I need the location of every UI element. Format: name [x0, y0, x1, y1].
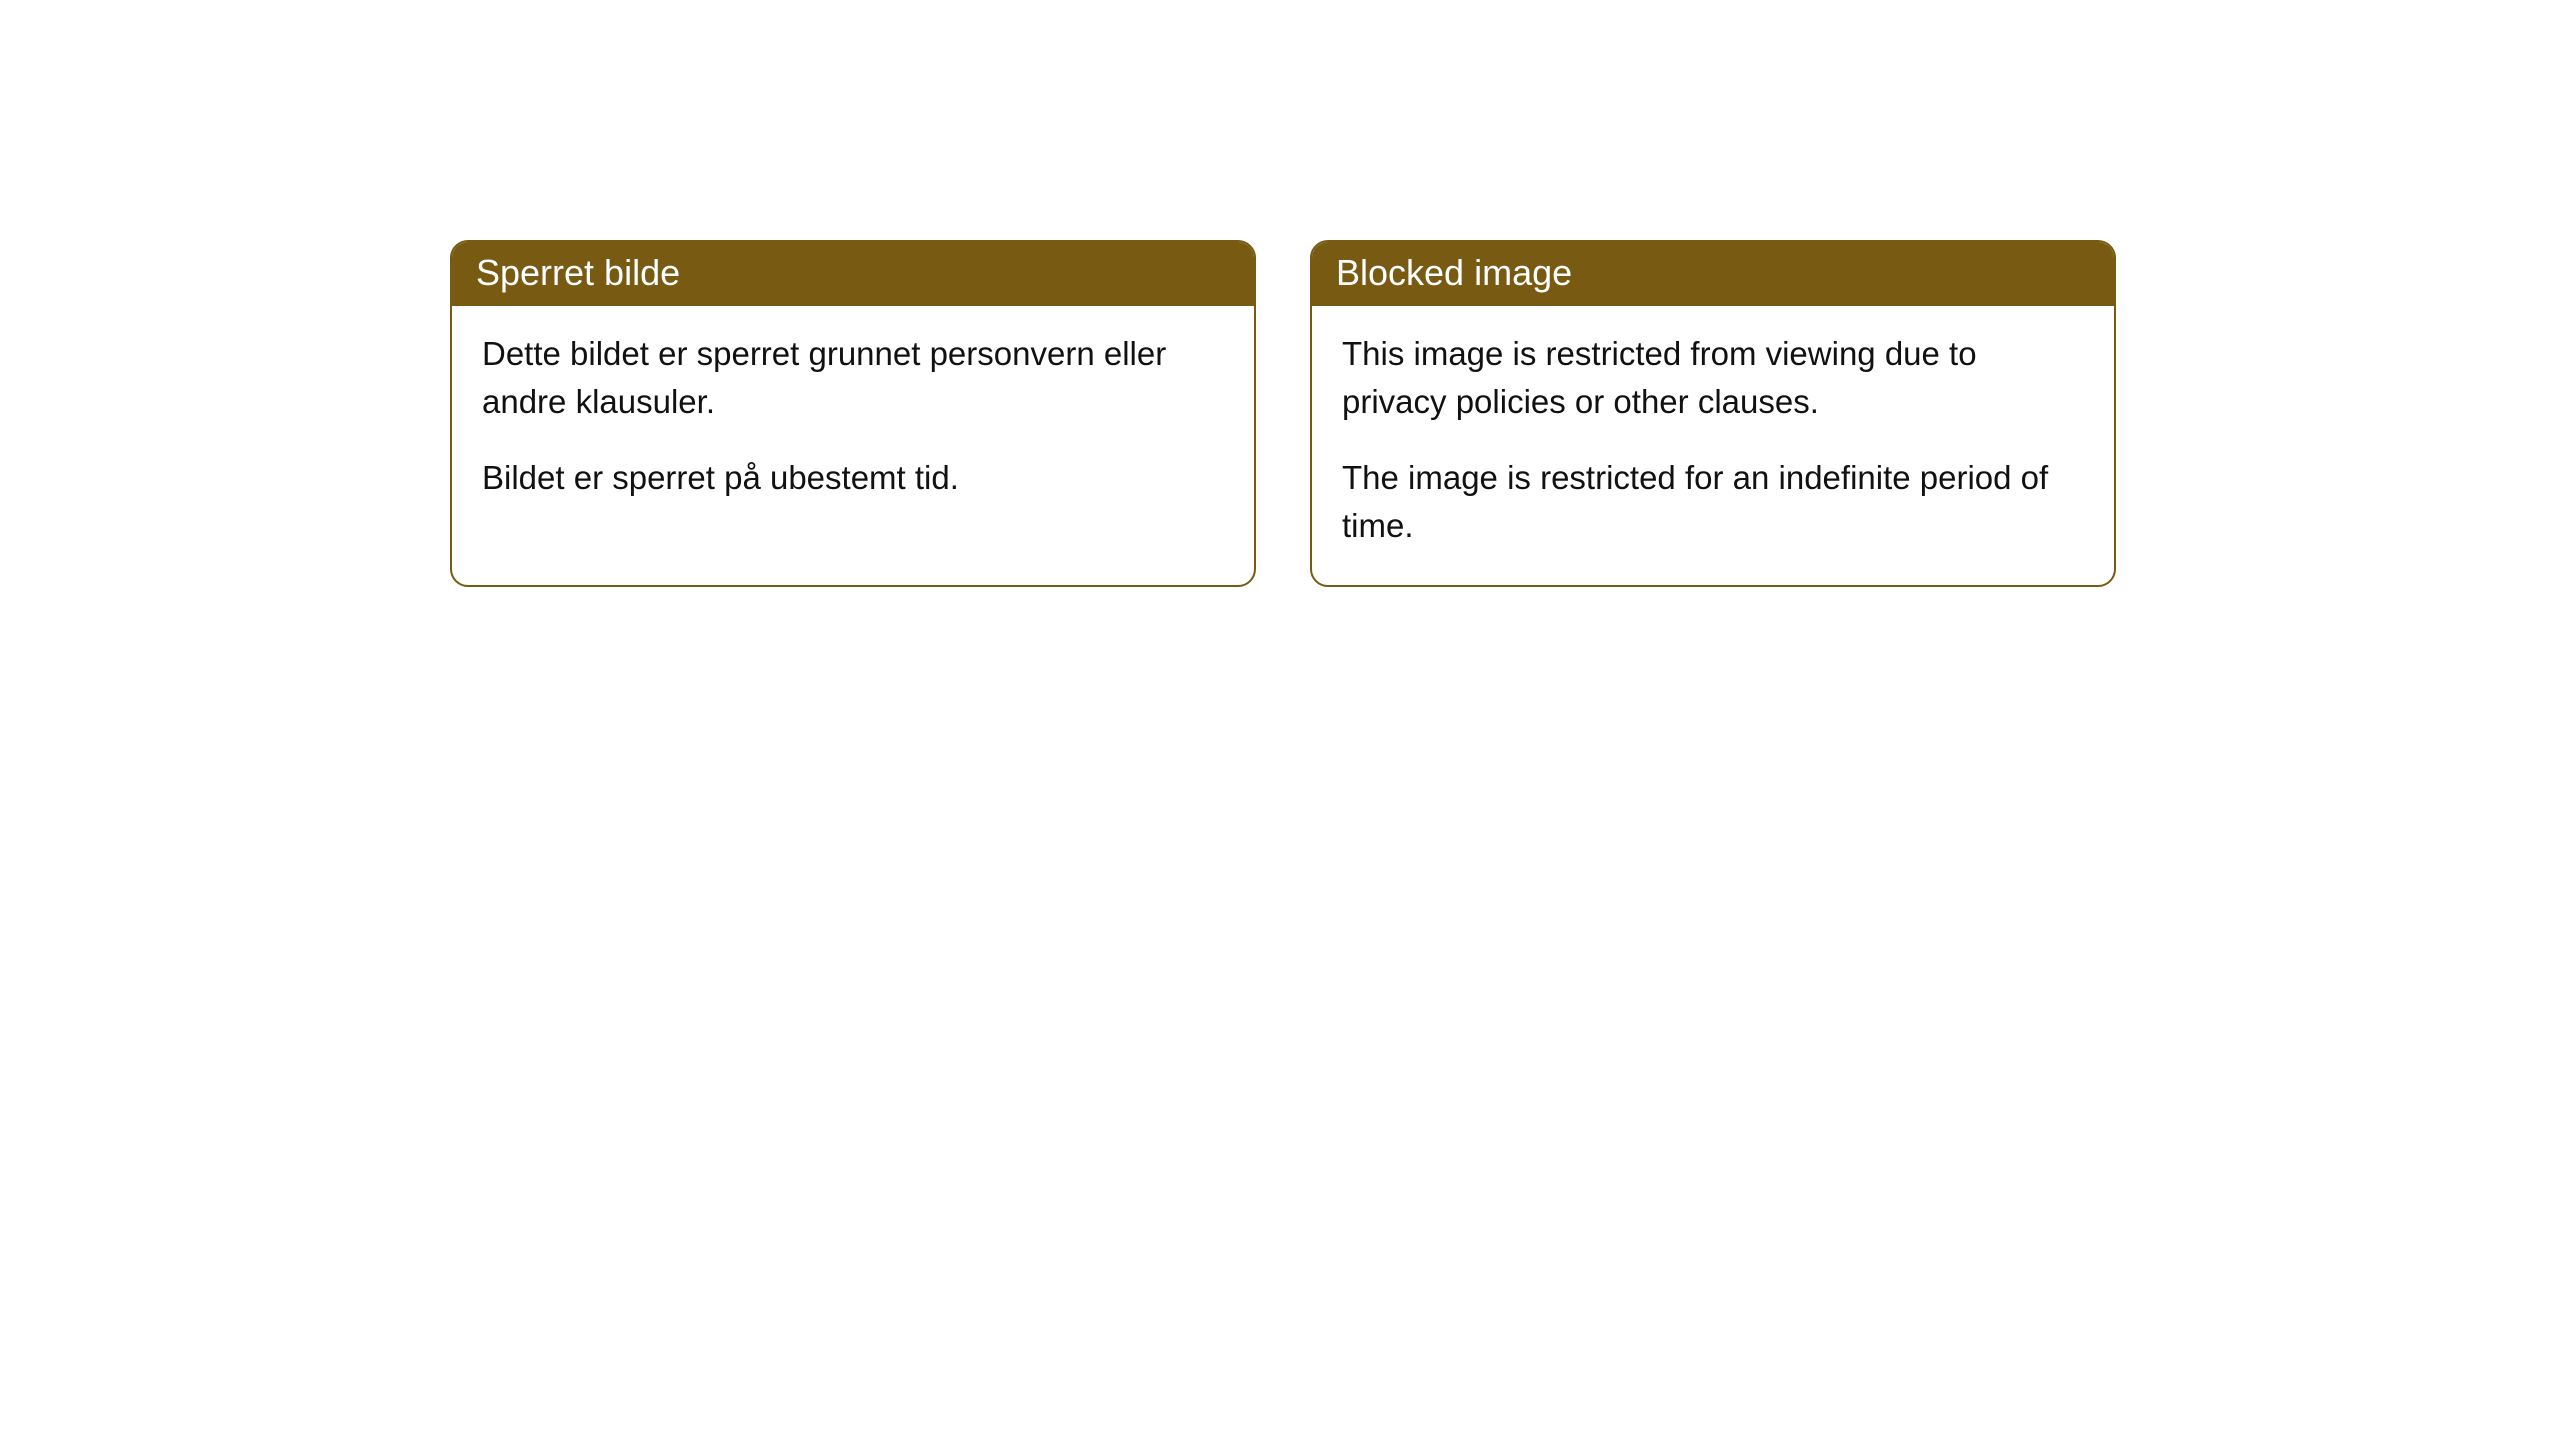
- card-header: Blocked image: [1312, 242, 2114, 306]
- card-body: Dette bildet er sperret grunnet personve…: [452, 306, 1254, 538]
- notice-card-norwegian: Sperret bilde Dette bildet er sperret gr…: [450, 240, 1256, 587]
- card-paragraph: This image is restricted from viewing du…: [1342, 330, 2084, 426]
- notice-card-english: Blocked image This image is restricted f…: [1310, 240, 2116, 587]
- card-paragraph: Dette bildet er sperret grunnet personve…: [482, 330, 1224, 426]
- card-body: This image is restricted from viewing du…: [1312, 306, 2114, 585]
- card-header: Sperret bilde: [452, 242, 1254, 306]
- card-paragraph: Bildet er sperret på ubestemt tid.: [482, 454, 1224, 502]
- card-paragraph: The image is restricted for an indefinit…: [1342, 454, 2084, 550]
- notice-container: Sperret bilde Dette bildet er sperret gr…: [450, 240, 2116, 587]
